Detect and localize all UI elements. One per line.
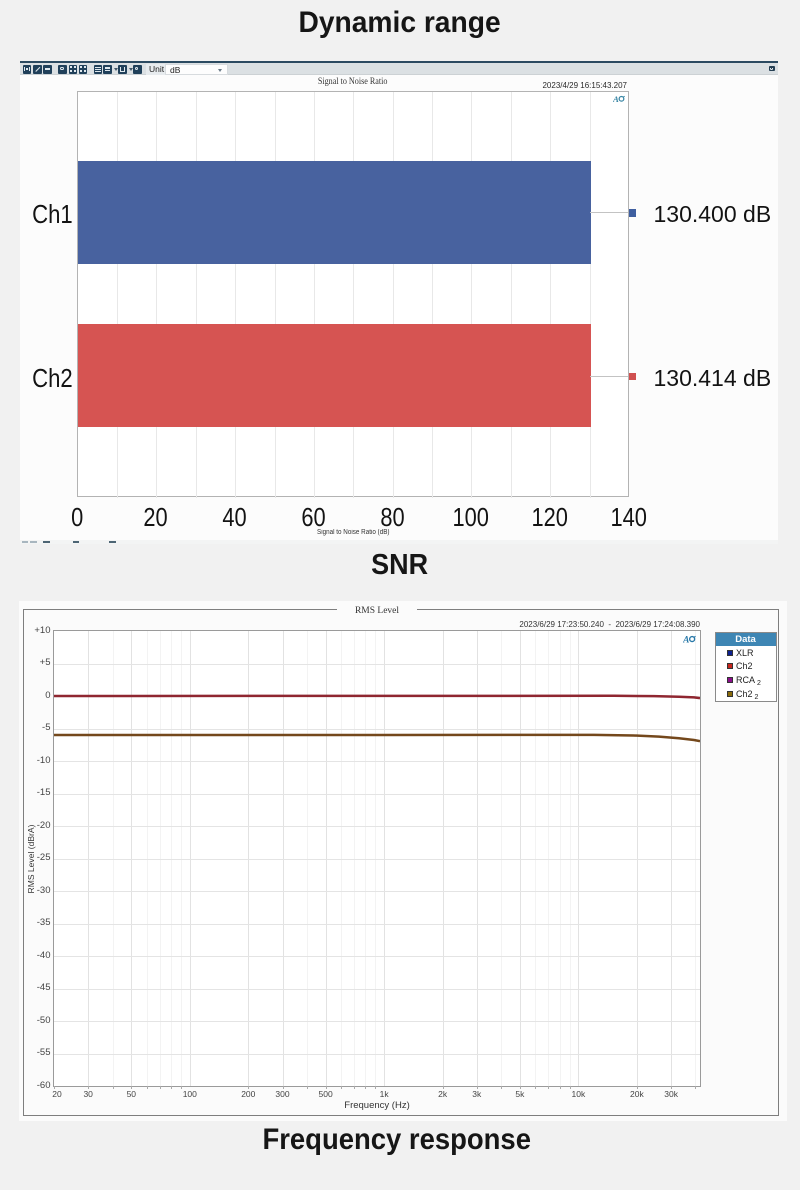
svg-text:A: A bbox=[613, 95, 619, 103]
svg-text:A: A bbox=[683, 635, 689, 643]
